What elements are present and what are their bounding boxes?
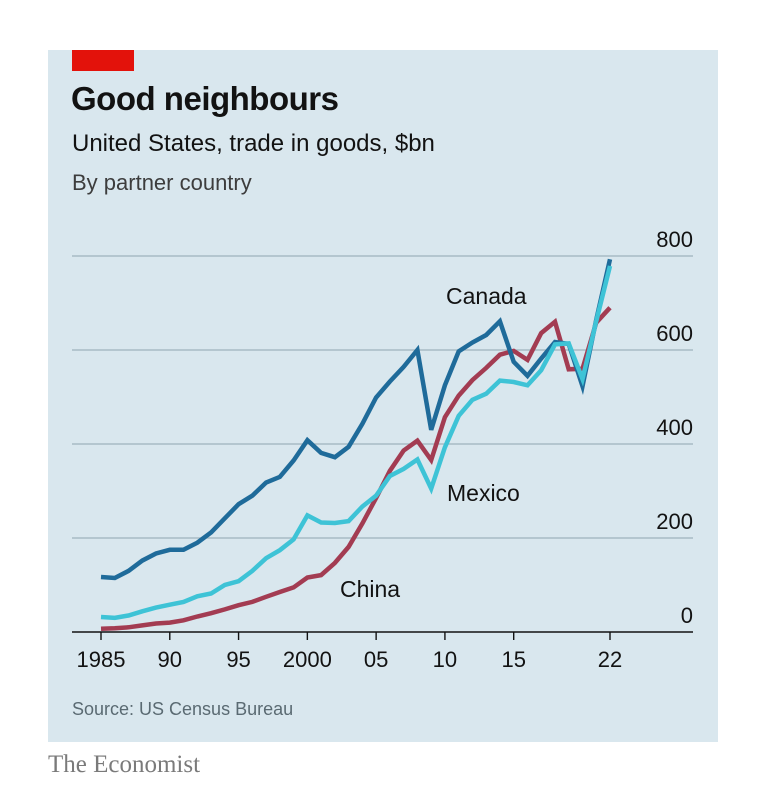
y-tick-label: 600 (656, 321, 693, 346)
x-tick-label: 05 (364, 647, 388, 672)
brand-red-bar (72, 50, 134, 71)
x-tick-label: 2000 (283, 647, 332, 672)
series-line-mexico (100, 265, 613, 621)
x-tick-label: 22 (598, 647, 622, 672)
y-axis-ticks: 0 200 400 600 800 (656, 227, 693, 628)
x-tick-label: 90 (158, 647, 182, 672)
chart-subtitle: United States, trade in goods, $bn (72, 130, 435, 157)
chart-panel (48, 50, 718, 742)
y-tick-label: 0 (681, 603, 693, 628)
y-tick-label: 800 (656, 227, 693, 252)
series-label-canada: Canada (446, 283, 527, 309)
series-line-canada (100, 258, 613, 581)
x-tick-label: 15 (501, 647, 525, 672)
y-tick-label: 200 (656, 509, 693, 534)
economist-logo: The Economist (48, 751, 201, 778)
series-label-china: China (340, 576, 400, 602)
x-axis-ticks: 1985 90 95 2000 05 10 15 22 (77, 632, 622, 672)
y-tick-label: 400 (656, 415, 693, 440)
series-label-mexico: Mexico (447, 480, 520, 506)
x-tick-label: 95 (226, 647, 250, 672)
chart-subsubtitle: By partner country (72, 170, 252, 195)
series-lines (100, 258, 613, 631)
chart-title: Good neighbours (71, 80, 339, 117)
source-note: Source: US Census Bureau (72, 699, 294, 719)
x-tick-label: 10 (433, 647, 457, 672)
x-tick-label: 1985 (77, 647, 126, 672)
series-line-china (100, 306, 612, 631)
